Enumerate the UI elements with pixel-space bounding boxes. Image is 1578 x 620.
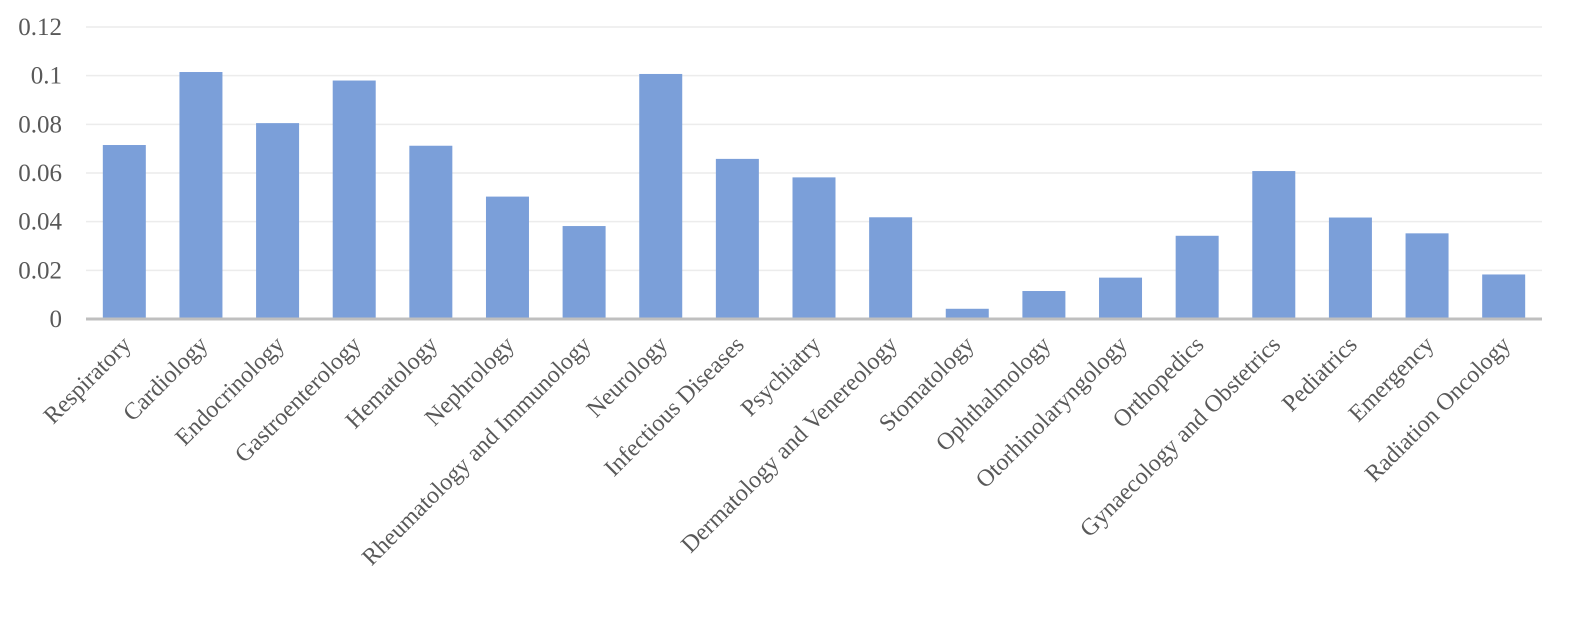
bar xyxy=(945,308,989,319)
bar xyxy=(102,145,146,319)
y-tick-label: 0.02 xyxy=(18,257,62,284)
bars xyxy=(102,72,1526,320)
bar xyxy=(1099,277,1143,319)
bar xyxy=(1252,171,1296,319)
bar xyxy=(1405,233,1449,319)
x-tick-label: Respiratory xyxy=(39,332,137,430)
bar xyxy=(562,226,606,319)
y-tick-label: 0.06 xyxy=(18,160,62,187)
x-tick-label: Otorhinolaryngology xyxy=(971,332,1133,494)
bar xyxy=(179,72,223,320)
bar xyxy=(409,145,453,319)
x-axis-tick-labels: RespiratoryCardiologyEndocrinologyGastro… xyxy=(39,332,1516,571)
gridlines xyxy=(86,26,1542,272)
bar xyxy=(1175,235,1219,319)
bar xyxy=(639,73,683,319)
y-tick-label: 0.12 xyxy=(18,14,62,41)
bar xyxy=(256,123,300,319)
y-axis-tick-labels: 0 0.02 0.04 0.06 0.08 0.1 0.12 xyxy=(18,14,62,333)
bar xyxy=(1328,217,1372,319)
bar xyxy=(1482,274,1526,319)
x-tick-label: Radiation Oncology xyxy=(1360,332,1516,488)
x-tick-label: Infectious Diseases xyxy=(600,332,750,482)
bar xyxy=(485,196,529,319)
bar xyxy=(869,217,913,319)
bar xyxy=(1022,291,1066,319)
y-tick-label: 0 xyxy=(50,306,63,333)
y-tick-label: 0.08 xyxy=(18,111,62,138)
y-tick-label: 0.04 xyxy=(18,209,62,236)
bar xyxy=(792,177,836,319)
y-tick-label: 0.1 xyxy=(31,63,62,90)
bar xyxy=(715,158,759,319)
bar xyxy=(332,80,376,320)
